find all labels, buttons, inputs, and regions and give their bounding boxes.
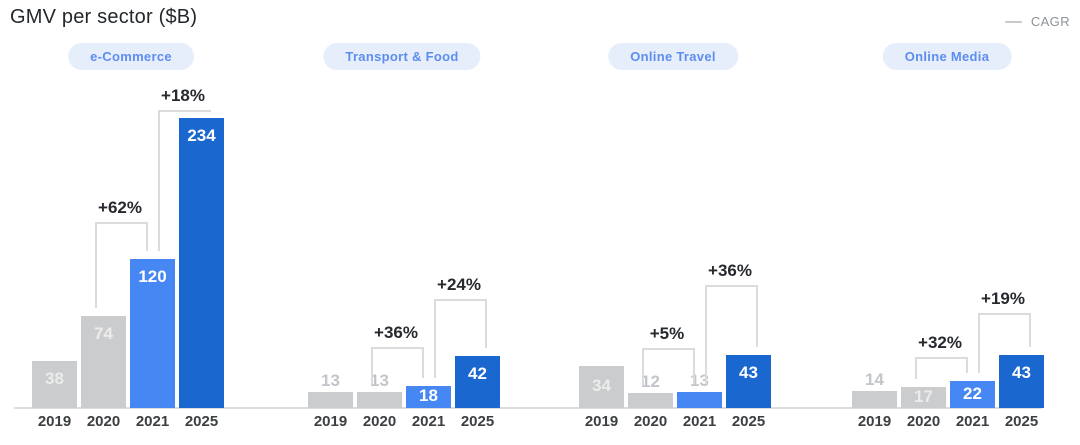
sector-pill-e-commerce: e-Commerce <box>68 43 194 70</box>
year-tick-label: 2019 <box>313 413 348 430</box>
year-tick-label: 2025 <box>460 413 495 430</box>
year-tick-label: 2020 <box>86 413 121 430</box>
cagr-label: +36% <box>374 323 418 342</box>
cagr-bracket-line <box>977 313 1031 315</box>
x-axis-line <box>14 407 1042 409</box>
bar-value-label: 13 <box>321 371 340 390</box>
bar-e-commerce-2019 <box>32 361 77 408</box>
cagr-bracket-line <box>94 222 148 224</box>
year-tick-label: 2025 <box>1004 413 1039 430</box>
bar-value-label: 18 <box>419 386 438 405</box>
year-tick-label: 2019 <box>37 413 72 430</box>
cagr-bracket-line <box>755 285 758 347</box>
bar-online-media-2025 <box>999 355 1044 408</box>
bar-value-label: 43 <box>739 363 758 382</box>
cagr-bracket-line <box>157 110 211 112</box>
bar-transport-food-2019 <box>308 392 353 408</box>
bar-value-label: 17 <box>914 387 933 406</box>
cagr-label: +32% <box>918 333 962 352</box>
year-tick-label: 2020 <box>906 413 941 430</box>
bar-online-travel-2025 <box>726 355 771 408</box>
cagr-bracket-line <box>704 285 707 384</box>
cagr-bracket-line <box>914 357 917 379</box>
bar-transport-food-2020 <box>357 392 402 408</box>
cagr-legend-label: CAGR <box>1030 14 1070 29</box>
bar-transport-food-2021 <box>406 386 451 408</box>
bar-value-label: 13 <box>690 371 709 390</box>
year-tick-label: 2021 <box>411 413 446 430</box>
cagr-bracket-line <box>692 348 695 384</box>
year-tick-label: 2021 <box>682 413 717 430</box>
bar-online-media-2020 <box>901 387 946 408</box>
bar-value-label: 13 <box>370 371 389 390</box>
cagr-bracket-line <box>421 347 424 378</box>
bar-value-label: 34 <box>592 376 611 395</box>
bar-online-media-2019 <box>852 391 897 408</box>
bar-e-commerce-2025 <box>179 118 224 408</box>
bar-value-label: 120 <box>138 267 167 286</box>
cagr-bracket-line <box>157 110 160 251</box>
cagr-bracket-line <box>433 299 487 301</box>
year-tick-label: 2020 <box>633 413 668 430</box>
year-tick-label: 2025 <box>184 413 219 430</box>
bar-value-label: 12 <box>641 372 660 391</box>
year-tick-label: 2021 <box>955 413 990 430</box>
cagr-bracket-line <box>1028 313 1031 347</box>
sector-pill-transport-food: Transport & Food <box>323 43 481 70</box>
cagr-bracket-line <box>370 347 424 349</box>
bar-e-commerce-2020 <box>81 316 126 408</box>
chart-title: GMV per sector ($B) <box>10 6 198 28</box>
cagr-bracket-line <box>484 299 487 348</box>
cagr-label: +19% <box>981 289 1025 308</box>
cagr-line-icon <box>1004 20 1022 23</box>
cagr-bracket-line <box>965 357 968 373</box>
cagr-label: +36% <box>708 261 752 280</box>
bar-online-travel-2021 <box>677 392 722 408</box>
bar-value-label: 22 <box>963 384 982 403</box>
cagr-bracket-line <box>641 348 695 350</box>
sector-pill-online-travel: Online Travel <box>608 43 738 70</box>
cagr-bracket-line <box>704 285 758 287</box>
bar-value-label: 43 <box>1012 363 1031 382</box>
cagr-bracket-line <box>914 357 968 359</box>
cagr-bracket-line <box>145 222 148 251</box>
cagr-legend: CAGR <box>1004 14 1070 29</box>
cagr-bracket-line <box>94 222 97 308</box>
cagr-bracket-line <box>977 313 980 373</box>
year-tick-label: 2025 <box>731 413 766 430</box>
bar-online-media-2021 <box>950 381 995 408</box>
cagr-label: +18% <box>161 86 205 105</box>
cagr-bracket-line <box>370 347 373 384</box>
bar-value-label: 14 <box>865 370 884 389</box>
cagr-bracket-line <box>641 348 644 385</box>
cagr-label: +5% <box>649 324 685 343</box>
cagr-label: +24% <box>437 275 481 294</box>
cagr-bracket-line <box>433 299 436 378</box>
cagr-label: +62% <box>98 198 142 217</box>
sector-pill-online-media: Online Media <box>882 43 1012 70</box>
bar-online-travel-2019 <box>579 366 624 408</box>
bar-value-label: 74 <box>94 324 113 343</box>
bar-value-label: 38 <box>45 369 64 388</box>
bar-value-label: 42 <box>468 364 487 383</box>
year-tick-label: 2021 <box>135 413 170 430</box>
bar-online-travel-2020 <box>628 393 673 408</box>
year-tick-label: 2019 <box>857 413 892 430</box>
year-tick-label: 2019 <box>584 413 619 430</box>
bar-value-label: 234 <box>187 126 216 145</box>
year-tick-label: 2020 <box>362 413 397 430</box>
bar-transport-food-2025 <box>455 356 500 408</box>
bar-e-commerce-2021 <box>130 259 175 408</box>
